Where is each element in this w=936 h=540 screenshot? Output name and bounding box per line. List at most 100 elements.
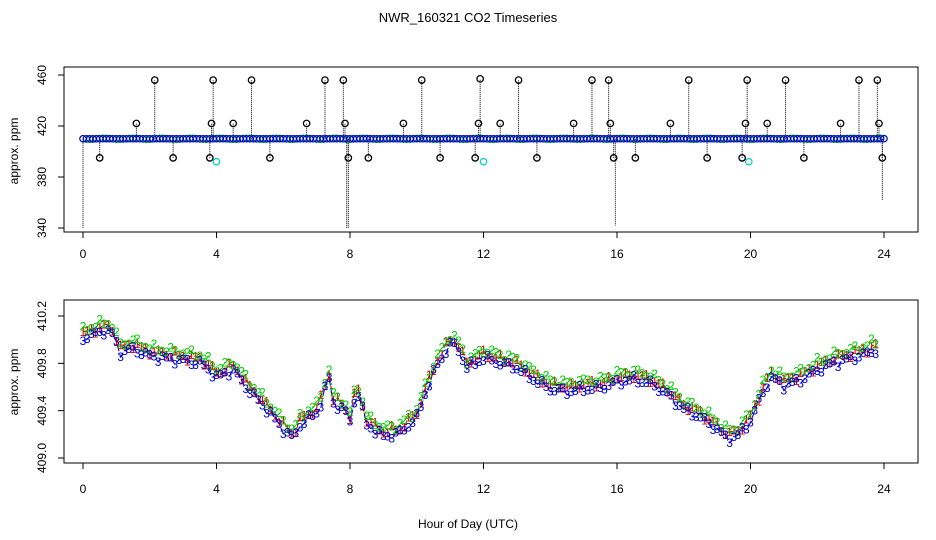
series-point-1: 1 (518, 358, 525, 372)
top-data-points (79, 74, 888, 228)
series-point-2: 2 (138, 340, 145, 354)
series-point-3: 3 (493, 357, 500, 371)
outlier-point (169, 154, 177, 162)
bottom-y-tick-label: 409.0 (35, 443, 49, 473)
series-point-1: 1 (514, 353, 521, 367)
outlier-point (339, 76, 348, 84)
series-point-1: 1 (388, 418, 395, 432)
series-point-2: 2 (789, 370, 796, 384)
series-point-3: 3 (196, 354, 203, 368)
series-point-2: 2 (547, 373, 554, 387)
series-point-1: 1 (418, 396, 425, 410)
series-point-1: 1 (138, 340, 145, 354)
outlier-point (533, 154, 541, 162)
series-point-1: 1 (635, 369, 642, 383)
series-point-3: 3 (384, 429, 391, 443)
series-point-1: 1 (789, 371, 796, 385)
series-point-2: 2 (155, 344, 162, 358)
series-point-2: 2 (276, 406, 283, 420)
series-point-1: 1 (101, 317, 108, 331)
series-point-3: 3 (92, 325, 99, 339)
series-point-3: 3 (664, 385, 671, 399)
series-point-3: 3 (756, 392, 763, 406)
series-point-1: 1 (234, 364, 241, 378)
series-point-2: 2 (247, 380, 254, 394)
series-point-2: 2 (280, 414, 287, 428)
series-point-1: 1 (714, 415, 721, 429)
series-point-2: 2 (476, 343, 483, 357)
series-point-1: 1 (317, 388, 324, 402)
outlier-point (321, 76, 329, 84)
series-point-1: 1 (764, 371, 771, 385)
series-point-3: 3 (635, 377, 642, 391)
series-point-2: 2 (622, 365, 629, 379)
series-point-1: 1 (393, 423, 400, 437)
series-point-2: 2 (797, 362, 804, 376)
series-point-1: 1 (355, 382, 362, 396)
series-point-2: 2 (843, 346, 850, 360)
series-point-2: 2 (856, 344, 863, 358)
series-point-2: 2 (126, 337, 133, 351)
series-point-3: 3 (622, 375, 629, 389)
series-point-2: 2 (447, 333, 454, 347)
series-point-2: 2 (430, 361, 437, 375)
series-point-3: 3 (676, 399, 683, 413)
series-point-1: 1 (276, 415, 283, 429)
series-point-2: 2 (701, 407, 708, 421)
series-point-3: 3 (559, 381, 566, 395)
series-point-3: 3 (468, 354, 475, 368)
outlier-point (836, 119, 845, 128)
series-point-3: 3 (113, 334, 120, 348)
series-point-1: 1 (159, 345, 166, 359)
series-point-2: 2 (159, 344, 166, 358)
series-point-2: 2 (605, 370, 612, 384)
series-point-2: 2 (418, 390, 425, 404)
series-point-1: 1 (547, 378, 554, 392)
series-point-1: 1 (785, 371, 792, 385)
series-point-1: 1 (322, 379, 329, 393)
series-point-3: 3 (96, 325, 103, 339)
series-point-2: 2 (259, 385, 266, 399)
series-point-3: 3 (180, 352, 187, 366)
series-point-1: 1 (509, 357, 516, 371)
series-point-1: 1 (222, 365, 229, 379)
series-point-2: 2 (672, 386, 679, 400)
series-point-3: 3 (134, 347, 141, 361)
series-point-2: 2 (459, 342, 466, 356)
series-point-2: 2 (255, 386, 262, 400)
outlier-point (604, 76, 613, 84)
outlier-point (95, 154, 104, 162)
series-point-2: 2 (359, 395, 366, 409)
series-point-3: 3 (305, 408, 312, 422)
cyan-point (745, 157, 753, 166)
series-point-3: 3 (280, 427, 287, 441)
outlier-point (205, 154, 214, 162)
series-point-3: 3 (639, 376, 646, 390)
series-point-1: 1 (438, 347, 445, 361)
series-point-1: 1 (797, 366, 804, 380)
series-point-2: 2 (509, 350, 516, 364)
series-point-3: 3 (480, 354, 487, 368)
series-point-1: 1 (584, 376, 591, 390)
series-point-2: 2 (589, 376, 596, 390)
top-plot-frame (63, 66, 919, 233)
series-point-3: 3 (847, 349, 854, 363)
series-point-1: 1 (747, 408, 754, 422)
bottom-x-tick-label: 24 (877, 482, 891, 496)
series-point-1: 1 (297, 410, 304, 424)
series-point-2: 2 (860, 341, 867, 355)
series-point-3: 3 (434, 357, 441, 371)
series-point-1: 1 (680, 397, 687, 411)
series-point-1: 1 (201, 358, 208, 372)
series-point-2: 2 (768, 364, 775, 378)
series-point-2: 2 (342, 398, 349, 412)
top-x-tick-label: 0 (80, 247, 87, 261)
series-point-3: 3 (222, 366, 229, 380)
series-point-1: 1 (539, 376, 546, 390)
series-point-3: 3 (497, 359, 504, 373)
series-point-3: 3 (184, 353, 191, 367)
series-point-3: 3 (768, 370, 775, 384)
series-point-3: 3 (338, 400, 345, 414)
series-point-2: 2 (405, 408, 412, 422)
series-point-1: 1 (126, 338, 133, 352)
